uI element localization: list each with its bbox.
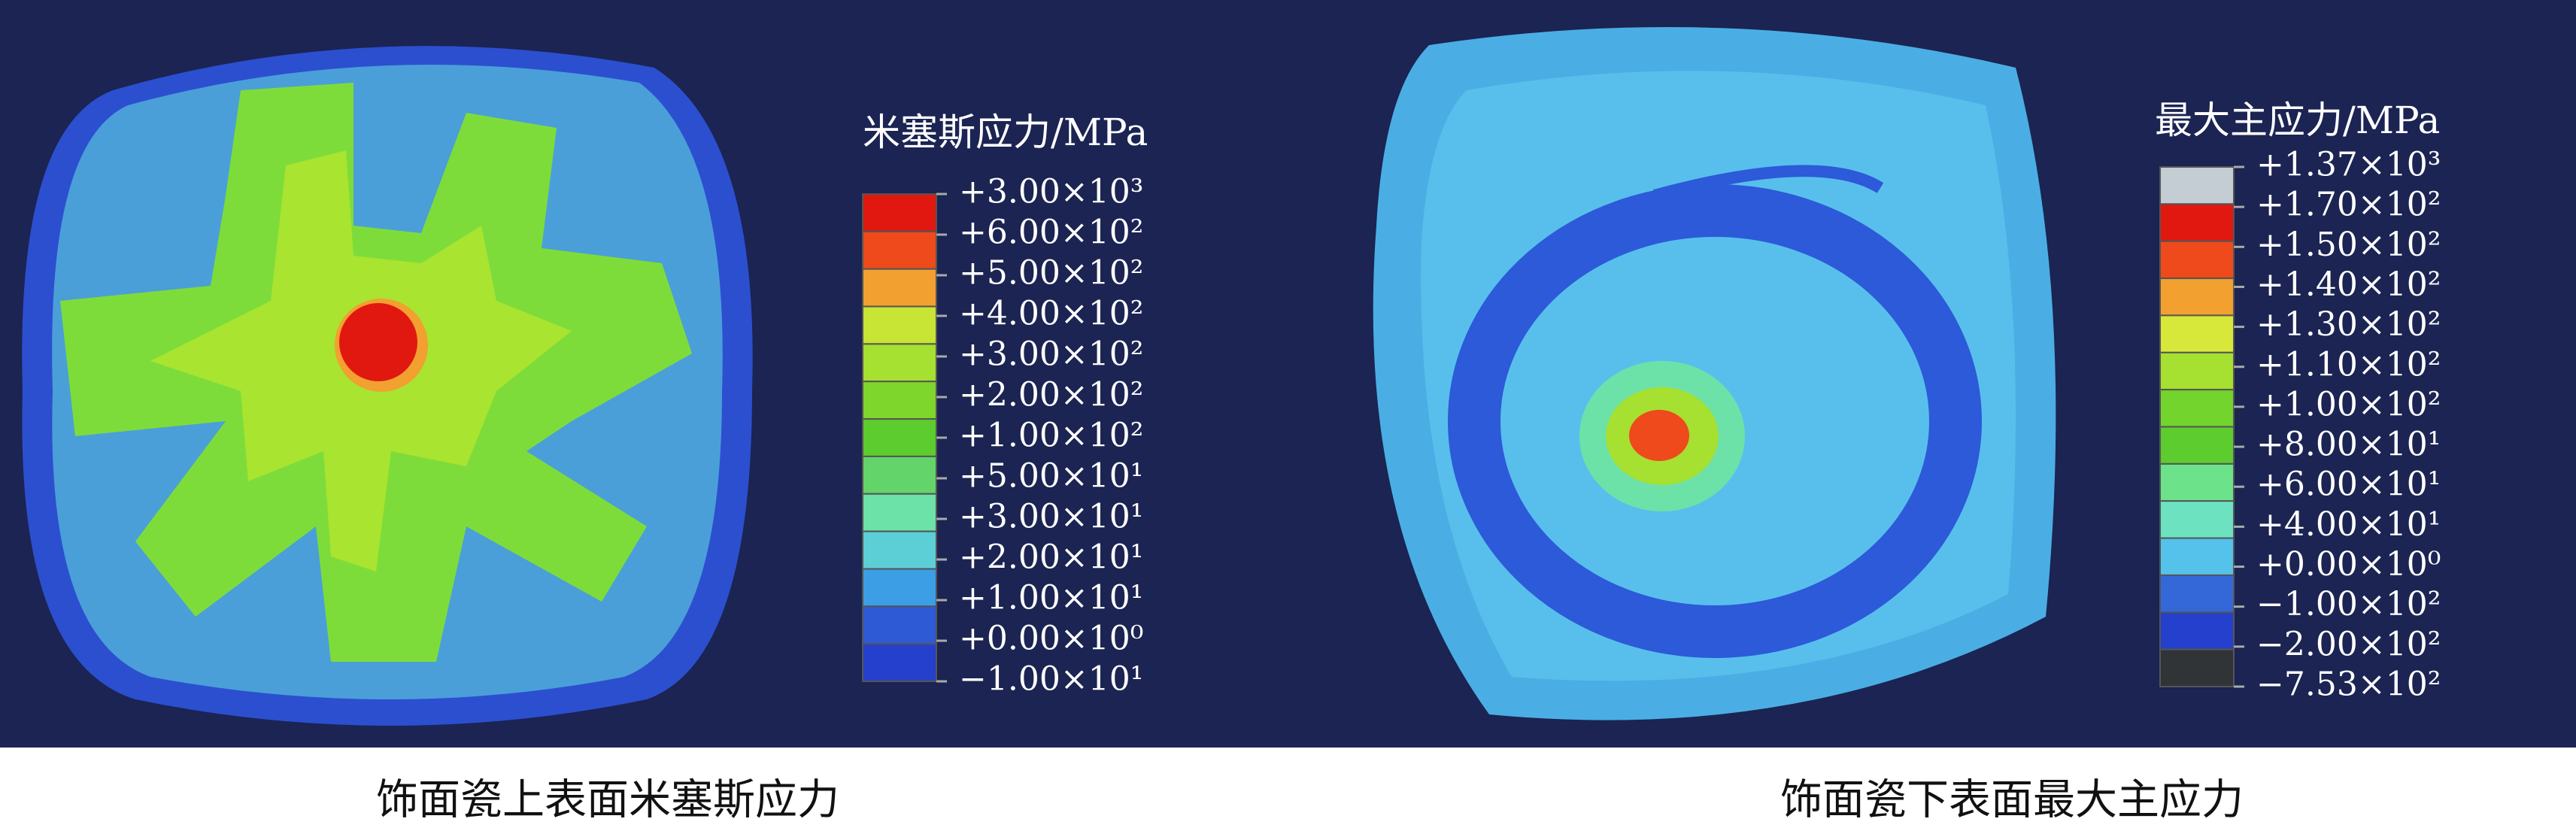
legend-swatch — [2159, 351, 2235, 391]
legend-label: −2.00×10² — [2256, 625, 2441, 663]
legend-label: +1.40×10² — [2256, 265, 2441, 304]
legend-label: +2.00×10² — [959, 376, 1143, 414]
legend-label: +1.30×10² — [2256, 305, 2441, 344]
legend-swatch — [862, 305, 937, 345]
legend-swatch — [862, 268, 937, 308]
compression-arc — [1652, 165, 1884, 202]
legend-label: +2.00×10¹ — [959, 538, 1143, 577]
legend-swatch — [2159, 426, 2235, 465]
legend-label: +0.00×10⁰ — [959, 620, 1143, 658]
legend-label: +1.70×10² — [2256, 186, 2441, 224]
legend-label: +3.00×10² — [959, 335, 1143, 374]
legend-label: +6.00×10² — [959, 214, 1143, 252]
legend-label: +3.00×10³ — [959, 173, 1143, 211]
legend-swatch — [2159, 574, 2235, 614]
legend-swatch — [2159, 537, 2235, 576]
legend-swatch — [862, 418, 937, 457]
legend-label: +4.00×10¹ — [2256, 505, 2441, 544]
legend-swatch — [2159, 389, 2235, 428]
legend-label: +4.00×10² — [959, 295, 1143, 333]
legend-label: +1.10×10² — [2256, 345, 2441, 384]
legend-swatch — [2159, 462, 2235, 502]
legend-label: +3.00×10¹ — [959, 498, 1143, 536]
legend-swatch — [862, 455, 937, 495]
legend-swatch — [862, 605, 937, 645]
legend-swatch — [862, 530, 937, 570]
lower-surface-model — [1373, 27, 2056, 720]
legend-label: +5.00×10¹ — [959, 457, 1143, 496]
legend-label: +1.00×10² — [2256, 385, 2441, 423]
legend-label: +1.50×10² — [2256, 226, 2441, 264]
legend-label: +0.00×10⁰ — [2256, 545, 2441, 584]
legend-swatch — [2159, 240, 2235, 280]
legend-swatch — [2159, 166, 2235, 205]
compression-ring — [1448, 184, 1982, 658]
legend-swatch — [2159, 500, 2235, 539]
legend-swatch — [862, 230, 937, 270]
legend-label: +1.00×10¹ — [959, 579, 1143, 617]
legend-swatch — [862, 343, 937, 383]
legend-label: −7.53×10² — [2256, 666, 2441, 704]
legend-swatch — [862, 568, 937, 608]
legend-swatch — [2159, 648, 2235, 688]
legend-label: +1.37×10³ — [2256, 146, 2441, 184]
legend-label: +1.00×10² — [959, 417, 1143, 455]
caption: 饰面瓷下表面最大主应力 — [1780, 776, 2244, 825]
caption: 饰面瓷上表面米塞斯应力 — [376, 776, 839, 825]
legend-title: 最大主应力/MPa — [2155, 99, 2440, 142]
legend-label: −1.00×10¹ — [959, 660, 1143, 699]
legend-label: +8.00×10¹ — [2256, 426, 2441, 464]
legend-swatch — [2159, 277, 2235, 317]
legend-label: +5.00×10² — [959, 254, 1143, 293]
tension-hotspot — [1629, 410, 1689, 461]
legend-swatch — [2159, 203, 2235, 242]
upper-surface-model — [22, 46, 753, 726]
legend-swatch — [2159, 611, 2235, 651]
hotspot — [339, 303, 417, 381]
legend-swatch — [862, 193, 937, 232]
legend-label: −1.00×10² — [2256, 585, 2441, 623]
legend-swatch — [862, 643, 937, 683]
legend-label: +6.00×10¹ — [2256, 466, 2441, 504]
legend-title: 米塞斯应力/MPa — [863, 111, 1148, 154]
legend-swatch — [862, 381, 937, 420]
legend-swatch — [2159, 314, 2235, 353]
legends: 米塞斯应力/MPa+3.00×10³+6.00×10²+5.00×10²+4.0… — [862, 99, 2441, 704]
legend-swatch — [862, 493, 937, 532]
